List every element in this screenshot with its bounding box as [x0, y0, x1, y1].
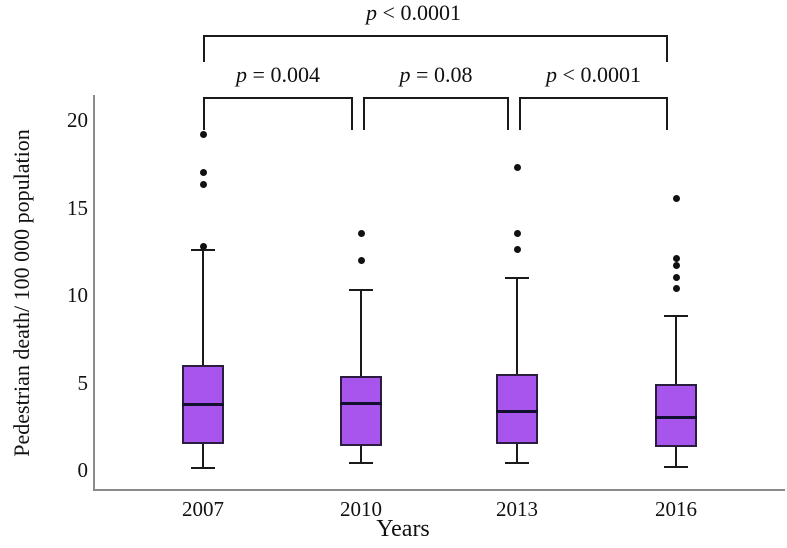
box-2013	[496, 373, 538, 444]
outlier-dot	[672, 195, 680, 203]
outlier-dot	[672, 284, 680, 292]
median-line-2007	[182, 403, 224, 407]
p-value-label: p < 0.0001	[366, 0, 461, 25]
plot-area	[93, 95, 785, 491]
whisker-cap-lower	[664, 465, 688, 468]
x-axis-title: Years	[376, 516, 430, 542]
significance-bracket-2007-2010	[203, 97, 353, 130]
outlier-dot	[357, 230, 365, 238]
x-tick-label: 2010	[340, 497, 382, 521]
x-tick-label: 2016	[655, 497, 697, 521]
outlier-dot	[513, 163, 521, 171]
whisker-cap-upper	[505, 276, 529, 279]
whisker-upper	[675, 316, 677, 385]
outlier-dot	[672, 254, 680, 262]
p-value-label: p = 0.004	[236, 62, 320, 87]
significance-bracket-2013-2016	[519, 97, 668, 130]
median-line-2013	[496, 410, 538, 414]
y-tick-label: 15	[67, 195, 88, 220]
whisker-upper	[360, 289, 362, 376]
significance-bracket-2010-2013	[363, 97, 509, 130]
whisker-cap-upper	[664, 315, 688, 317]
whisker-lower	[675, 447, 677, 467]
outlier-dot	[199, 130, 207, 138]
median-line-2016	[655, 415, 697, 419]
p-value-label: p = 0.08	[399, 62, 473, 87]
y-tick-label: 0	[77, 458, 89, 482]
box-2010	[340, 375, 382, 446]
outlier-dot	[672, 261, 680, 269]
outlier-dot	[199, 169, 207, 176]
whisker-cap-upper	[349, 288, 373, 291]
median-line-2010	[340, 401, 382, 405]
whisker-cap-lower	[191, 467, 215, 470]
whisker-cap-upper	[191, 248, 215, 251]
outlier-dot	[199, 242, 207, 250]
y-tick-label: 10	[67, 283, 88, 307]
x-tick-label: 2007	[182, 497, 224, 521]
whisker-lower	[202, 443, 204, 469]
whisker-upper	[516, 277, 518, 374]
whisker-lower	[360, 445, 362, 463]
whisker-lower	[516, 443, 518, 463]
whisker-cap-lower	[505, 462, 529, 464]
whisker-cap-lower	[349, 462, 373, 464]
outlier-dot	[513, 230, 521, 238]
y-tick-label: 20	[67, 108, 88, 132]
outlier-dot	[513, 246, 521, 253]
outlier-dot	[357, 256, 365, 264]
p-value-label: p < 0.0001	[546, 62, 641, 87]
outlier-dot	[199, 181, 207, 189]
whisker-upper	[202, 249, 204, 365]
x-tick-label: 2013	[496, 497, 538, 521]
significance-bracket-2007-2016	[203, 35, 668, 62]
outlier-dot	[672, 274, 680, 281]
y-tick-label: 5	[77, 370, 89, 395]
